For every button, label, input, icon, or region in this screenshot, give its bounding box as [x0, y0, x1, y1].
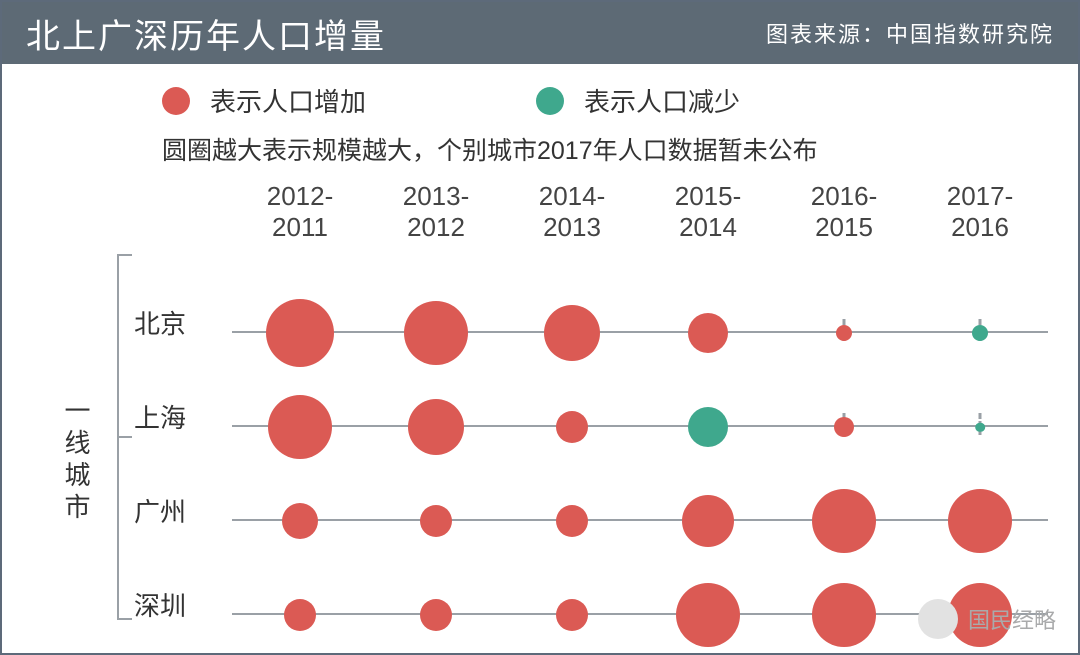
- city-label: 北京: [134, 304, 186, 341]
- cell: [776, 435, 912, 529]
- column-header: 2014-2013: [504, 181, 640, 243]
- data-bubble: [972, 325, 988, 341]
- watermark-text: 国民经略: [968, 603, 1056, 635]
- data-bubble: [834, 417, 854, 437]
- cell: [912, 247, 1048, 341]
- cell: [504, 529, 640, 623]
- column-header: 2017-2016: [912, 181, 1048, 243]
- cell: [776, 247, 912, 341]
- city-label: 广州: [134, 492, 186, 529]
- city-row: 上海: [32, 341, 1048, 435]
- legend-decrease-label: 表示人口减少: [584, 82, 740, 119]
- wechat-icon: [918, 599, 958, 639]
- cell: [640, 247, 776, 341]
- data-bubble: [975, 423, 985, 433]
- cell: [504, 435, 640, 529]
- chart-subtitle: 圆圈越大表示规模越大，个别城市2017年人口数据暂未公布: [32, 131, 1048, 167]
- cell: [912, 435, 1048, 529]
- data-bubble: [284, 599, 316, 631]
- chart-source: 图表来源：中国指数研究院: [766, 17, 1054, 49]
- data-bubble: [420, 599, 452, 631]
- row-cells: [232, 341, 1048, 435]
- cell: [368, 435, 504, 529]
- cell: [232, 529, 368, 623]
- cell: [504, 247, 640, 341]
- row-cells: [232, 435, 1048, 529]
- data-bubble: [676, 583, 740, 647]
- plot-area: 一线城市 北京上海广州深圳: [32, 247, 1048, 623]
- cell: [912, 341, 1048, 435]
- data-bubble: [812, 583, 876, 647]
- cell: [640, 435, 776, 529]
- city-label: 上海: [134, 398, 186, 435]
- city-row: 深圳: [32, 529, 1048, 623]
- legend-increase-label: 表示人口增加: [210, 82, 366, 119]
- legend-decrease-dot: [536, 87, 564, 115]
- data-bubble: [836, 325, 852, 341]
- data-bubble: [556, 599, 588, 631]
- city-label: 深圳: [134, 586, 186, 623]
- legend: 表示人口增加 表示人口减少: [32, 82, 1048, 119]
- cell: [640, 341, 776, 435]
- chart-title: 北上广深历年人口增量: [26, 9, 386, 58]
- chart-area: 表示人口增加 表示人口减少 圆圈越大表示规模越大，个别城市2017年人口数据暂未…: [2, 64, 1078, 653]
- column-headers: 2012-20112013-20122014-20132015-20142016…: [32, 181, 1048, 243]
- cell: [368, 247, 504, 341]
- watermark: 国民经略: [918, 599, 1056, 639]
- column-header: 2015-2014: [640, 181, 776, 243]
- cell: [232, 435, 368, 529]
- chart-frame: 北上广深历年人口增量 图表来源：中国指数研究院 表示人口增加 表示人口减少 圆圈…: [0, 0, 1080, 655]
- column-header: 2012-2011: [232, 181, 368, 243]
- cell: [232, 247, 368, 341]
- cell: [232, 341, 368, 435]
- cell: [368, 341, 504, 435]
- city-row: 广州: [32, 435, 1048, 529]
- column-header: 2013-2012: [368, 181, 504, 243]
- source-name: 中国指数研究院: [886, 22, 1054, 47]
- cell: [368, 529, 504, 623]
- cell: [640, 529, 776, 623]
- cell: [776, 341, 912, 435]
- column-header: 2016-2015: [776, 181, 912, 243]
- city-row: 北京: [32, 247, 1048, 341]
- cell: [504, 341, 640, 435]
- cell: [776, 529, 912, 623]
- legend-increase-dot: [162, 87, 190, 115]
- header-bar: 北上广深历年人口增量 图表来源：中国指数研究院: [2, 2, 1078, 64]
- source-label: 图表来源：: [766, 22, 886, 47]
- row-cells: [232, 247, 1048, 341]
